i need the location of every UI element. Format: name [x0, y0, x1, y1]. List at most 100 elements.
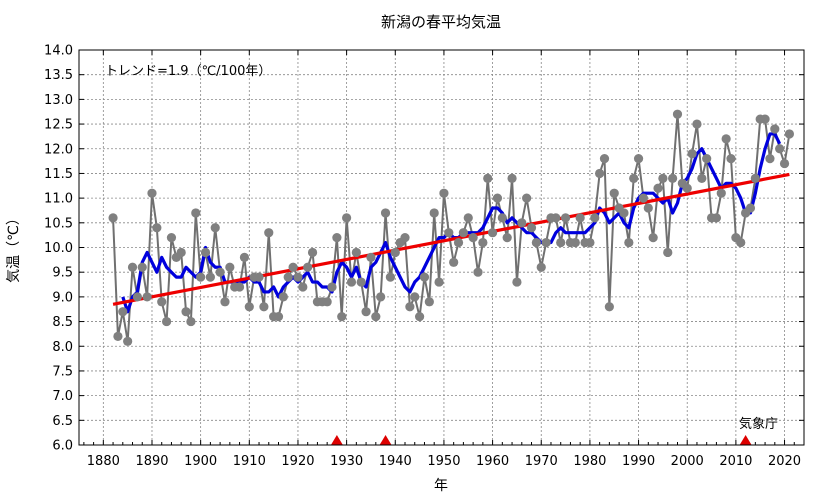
annual-point	[298, 282, 308, 292]
annual-point	[721, 134, 731, 144]
annual-point	[337, 312, 347, 322]
annual-point	[215, 267, 225, 277]
annual-point	[779, 158, 790, 169]
annual-point	[531, 237, 541, 248]
x-tick-label: 1890	[135, 454, 168, 469]
annual-point	[453, 237, 464, 248]
annual-point	[541, 237, 551, 248]
annual-point	[599, 154, 610, 164]
annual-point	[434, 277, 444, 287]
annual-point	[157, 297, 167, 307]
annual-point	[342, 213, 352, 223]
annual-point	[444, 228, 454, 238]
annual-point	[264, 228, 274, 238]
y-tick-label: 11.0	[44, 192, 73, 207]
annual-point	[152, 223, 162, 233]
annual-point	[376, 292, 386, 302]
grid-lines	[79, 50, 804, 445]
credit-label: 気象庁	[739, 416, 778, 432]
annual-point	[512, 277, 522, 287]
y-axis-ticks: 6.0 6.5 7.0 7.5 8.0 8.5 9.0 9.5 10.0 10.5 11.0 11.5…	[44, 44, 804, 454]
trend-line	[112, 172, 790, 306]
annual-point	[113, 331, 123, 341]
y-tick-label: 6.5	[52, 414, 73, 429]
y-tick-label: 9.0	[52, 290, 73, 305]
annual-point	[307, 247, 318, 258]
annual-point	[405, 302, 415, 312]
y-tick-label: 8.0	[52, 340, 73, 355]
annual-point	[570, 237, 580, 248]
annual-point	[351, 247, 361, 258]
annual-point	[142, 292, 152, 302]
annual-point	[327, 282, 337, 292]
annual-point	[366, 252, 376, 262]
annual-point	[293, 272, 303, 282]
annual-point	[181, 307, 191, 317]
annual-point	[536, 262, 546, 272]
annual-point	[560, 213, 571, 223]
annual-point	[697, 173, 707, 183]
annual-point	[624, 237, 634, 248]
annual-point	[132, 292, 142, 302]
annual-point	[775, 144, 785, 154]
annual-point	[658, 173, 668, 183]
x-axis-title: 年	[434, 478, 448, 494]
annual-point	[765, 154, 775, 164]
x-tick-label: 1960	[476, 454, 509, 469]
y-tick-label: 7.0	[52, 389, 73, 404]
y-tick-label: 13.0	[44, 93, 73, 108]
y-tick-label: 8.5	[52, 315, 73, 330]
annual-point	[439, 188, 449, 198]
annual-point	[127, 262, 138, 272]
annual-point	[643, 203, 653, 213]
annual-point	[585, 237, 595, 248]
annual-point	[303, 262, 313, 272]
annual-point	[225, 262, 235, 272]
annual-point	[517, 218, 527, 228]
annual-point	[745, 203, 756, 213]
annual-point	[672, 109, 683, 119]
x-tick-label: 1930	[330, 454, 363, 469]
annual-point	[507, 173, 517, 183]
chart-title: 新潟の春平均気温	[381, 13, 501, 31]
annual-point	[770, 124, 780, 134]
x-tick-label: 1970	[525, 454, 558, 469]
annual-point	[449, 257, 459, 267]
x-tick-label: 1950	[427, 454, 460, 469]
annual-point	[424, 297, 434, 307]
annual-point	[619, 208, 629, 218]
annual-point	[687, 149, 697, 159]
annual-point	[410, 292, 420, 302]
annual-point	[118, 307, 128, 317]
annual-point	[273, 312, 284, 322]
station-change-marker	[379, 435, 392, 445]
annual-point	[385, 272, 396, 282]
x-tick-label: 1940	[379, 454, 412, 469]
annual-point	[346, 277, 357, 287]
annual-point	[137, 262, 147, 272]
annual-point	[736, 237, 746, 248]
annual-point	[609, 188, 619, 198]
annual-points	[108, 109, 795, 346]
annual-point	[371, 312, 381, 322]
annual-point	[726, 154, 736, 164]
annual-point	[356, 277, 366, 287]
annual-point	[473, 267, 483, 277]
annual-point	[108, 213, 118, 223]
annual-point	[668, 173, 678, 183]
annual-point	[682, 183, 692, 193]
annual-point	[663, 247, 673, 258]
annual-point	[220, 297, 230, 307]
plot-frame	[78, 49, 805, 446]
annual-point	[750, 173, 760, 183]
annual-point	[468, 233, 478, 243]
y-tick-label: 7.5	[52, 364, 73, 379]
annual-point	[497, 213, 507, 223]
annual-point	[288, 262, 298, 272]
annual-point	[760, 114, 770, 124]
x-tick-label: 2000	[671, 454, 704, 469]
annual-point	[702, 154, 712, 164]
annual-point	[502, 233, 512, 243]
annual-point	[522, 193, 532, 203]
annual-point	[419, 272, 430, 282]
